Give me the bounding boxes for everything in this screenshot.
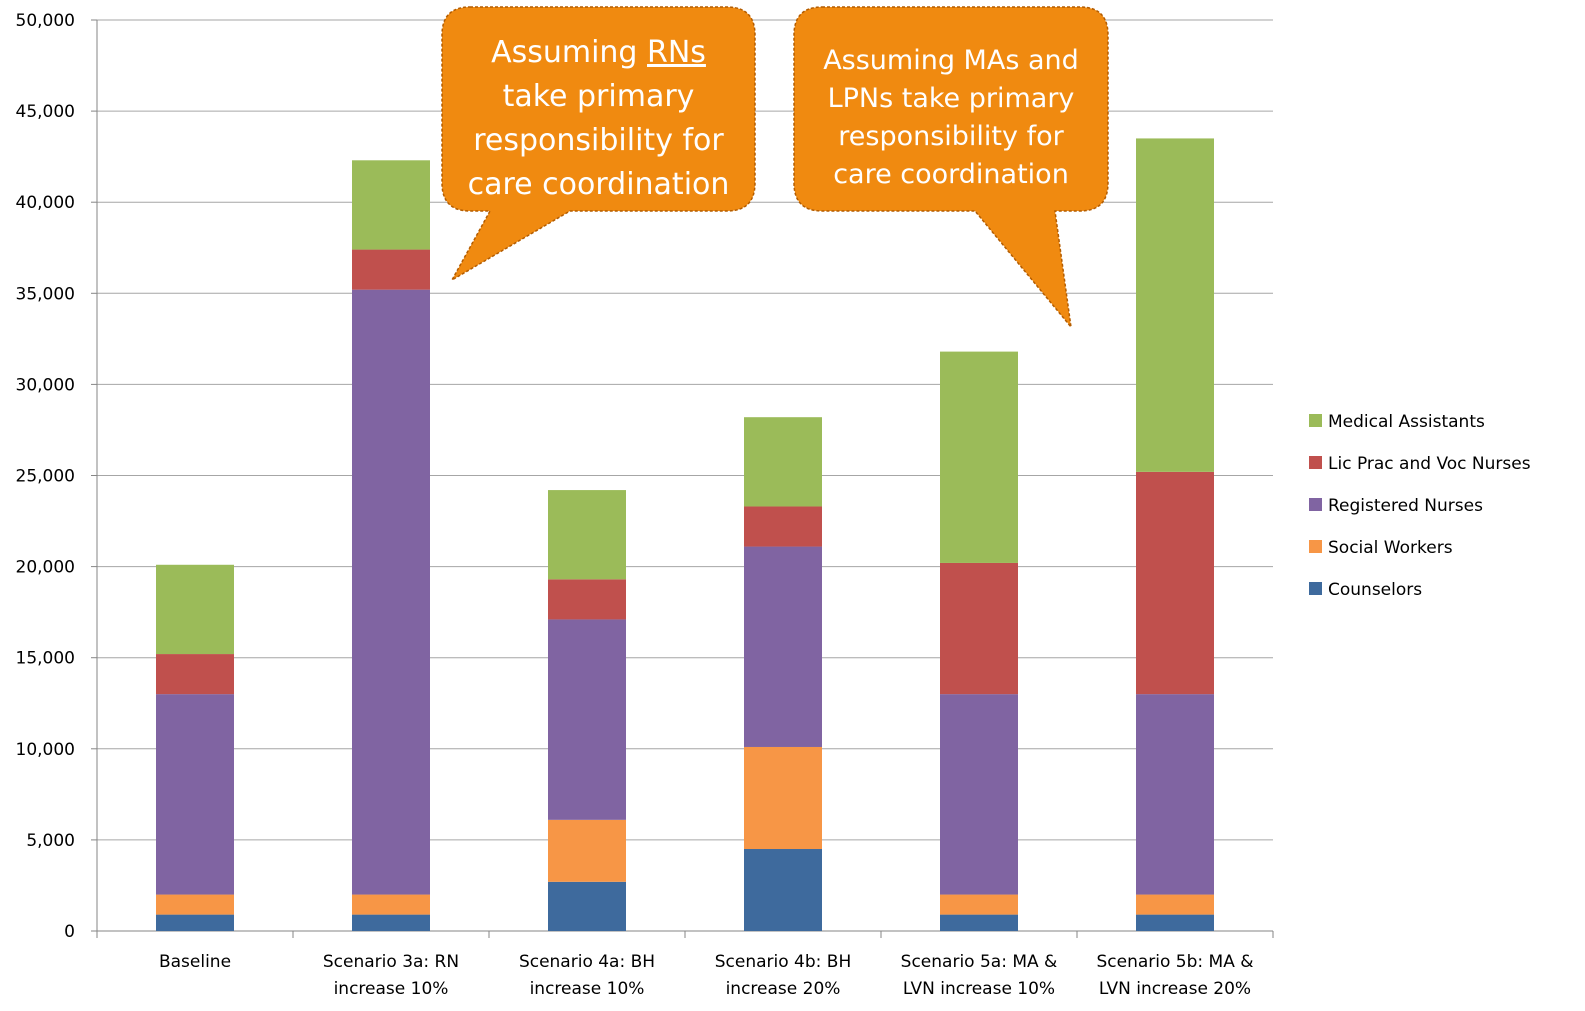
callout-text-line: Assuming RNs [491,35,706,70]
y-tick-label: 15,000 [16,649,75,669]
legend-swatch-social-workers [1309,540,1322,553]
bar-segment-counselors [744,849,822,931]
bar-segment-registered-nurses [352,289,430,895]
y-tick-label: 0 [64,922,75,942]
y-tick-label: 40,000 [16,193,75,213]
bar-segment-lic-prac-and-voc-nurses [352,249,430,290]
legend-swatch-lic-prac-and-voc-nurses [1309,456,1322,469]
bar-segment-registered-nurses [548,619,626,820]
bar-segment-counselors [940,914,1018,931]
bar-segment-lic-prac-and-voc-nurses [548,579,626,620]
y-tick-label: 45,000 [16,102,75,122]
callout-text-line: take primary [503,79,695,114]
y-tick-label: 30,000 [16,375,75,395]
bar-segment-lic-prac-and-voc-nurses [940,562,1018,695]
bar-segment-counselors [1136,914,1214,931]
bar-segment-social-workers [156,894,234,915]
legend-swatch-registered-nurses [1309,498,1322,511]
bar-segment-social-workers [352,894,430,915]
legend-swatch-counselors [1309,582,1322,595]
x-category-label: Scenario 4b: BH increase 20% [715,952,852,999]
legend-label-social-workers: Social Workers [1328,538,1453,558]
callout-text-line: LPNs take primary [828,83,1075,114]
callout-bubble [793,6,1109,330]
bar-segment-medical-assistants [940,351,1018,563]
callout-text-line: responsibility for [473,123,724,158]
bar-segment-registered-nurses [744,546,822,747]
y-tick-label: 20,000 [16,558,75,578]
legend-label-registered-nurses: Registered Nurses [1328,496,1483,516]
callout-text-line: Assuming MAs and [823,45,1079,76]
bar-segment-counselors [156,914,234,931]
bar-segment-registered-nurses [156,694,234,895]
bar-segment-medical-assistants [1136,138,1214,472]
x-category-label: Scenario 5a: MA & LVN increase 10% [901,952,1058,999]
bar-segment-medical-assistants [156,564,234,655]
bar-segment-medical-assistants [744,417,822,507]
bar-segment-counselors [548,881,626,931]
bar-segment-lic-prac-and-voc-nurses [1136,471,1214,695]
bar-segment-counselors [352,914,430,931]
y-tick-label: 25,000 [16,467,75,487]
y-tick-label: 50,000 [16,11,75,31]
legend: Medical Assistants Lic Prac and Voc Nurse… [1309,412,1531,600]
bar-segment-social-workers [1136,894,1214,915]
x-category-label: Scenario 3a: RN increase 10% [323,952,459,999]
category-labels: Baseline Scenario 3a: RN increase 10% Scena… [159,952,1254,999]
bar-segment-social-workers [940,894,1018,915]
x-category-label: Scenario 5b: MA & LVN increase 20% [1096,952,1253,999]
callout-text-line: care coordination [468,167,730,202]
bar-segment-medical-assistants [352,160,430,250]
bar-segment-registered-nurses [940,694,1018,895]
callout-1: Assuming RNs take primary responsibility f… [441,6,756,283]
bar-segment-social-workers [548,819,626,882]
legend-swatch-medical-assistants [1309,414,1322,427]
axes: 0 5,000 10,000 15,000 20,000 25,000 30,000 35,0… [16,11,1274,942]
y-tick-label: 5,000 [26,831,75,851]
bar-segment-lic-prac-and-voc-nurses [156,654,234,695]
bars [156,138,1214,931]
y-tick-label: 10,000 [16,740,75,760]
x-category-label: Scenario 4a: BH increase 10% [519,952,655,999]
bar-segment-medical-assistants [548,490,626,580]
legend-label-lic-prac-and-voc-nurses: Lic Prac and Voc Nurses [1328,454,1531,474]
callouts: Assuming RNs take primary responsibility f… [441,6,1109,330]
bar-segment-lic-prac-and-voc-nurses [744,506,822,547]
legend-label-counselors: Counselors [1328,580,1422,600]
bar-segment-social-workers [744,746,822,850]
bar-segment-registered-nurses [1136,694,1214,895]
callout-text-line: care coordination [833,159,1069,190]
callout-2: Assuming MAs and LPNs take primary respons… [793,6,1109,330]
callout-text-line: responsibility for [838,121,1064,152]
legend-label-medical-assistants: Medical Assistants [1328,412,1485,432]
x-category-label: Baseline [159,952,231,972]
callout-bubble [441,6,756,283]
y-tick-label: 35,000 [16,284,75,304]
